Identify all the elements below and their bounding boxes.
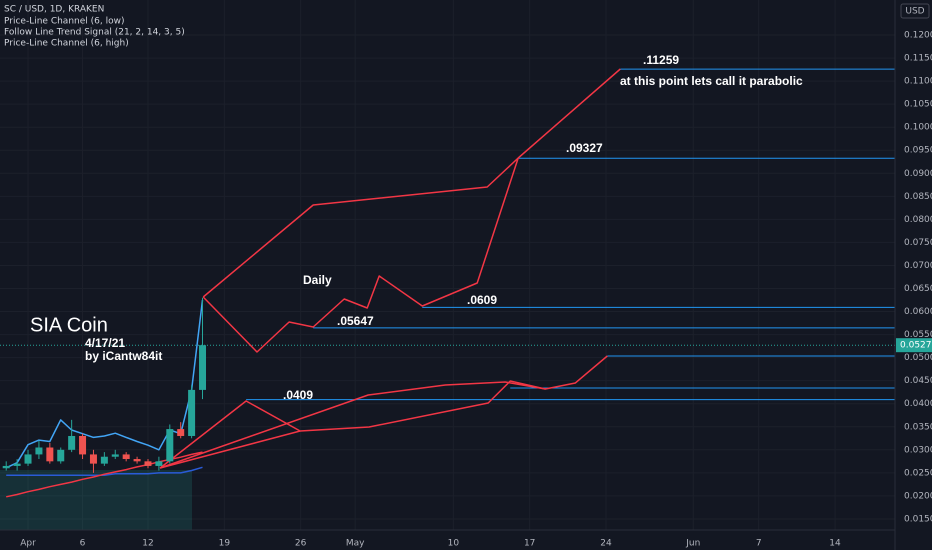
x-tick-label: Apr bbox=[20, 539, 36, 549]
trend-drawing bbox=[159, 430, 301, 469]
trend-drawing bbox=[202, 157, 519, 353]
candle-body bbox=[122, 454, 130, 460]
candle-body bbox=[2, 465, 10, 469]
last-price-label: 0.05270 bbox=[900, 341, 932, 351]
trend-drawing bbox=[202, 68, 621, 298]
y-tick-label: 0.10000 bbox=[904, 123, 932, 133]
annotation: SIA Coin bbox=[30, 314, 108, 336]
candle-body bbox=[133, 459, 141, 462]
x-tick-label: Jun bbox=[685, 539, 700, 549]
candle-body bbox=[111, 454, 119, 457]
y-tick-label: 0.12000 bbox=[904, 31, 932, 41]
candle-body bbox=[89, 454, 97, 464]
y-tick-label: 0.09000 bbox=[904, 169, 932, 179]
candle-body bbox=[177, 429, 185, 436]
y-tick-label: 0.07000 bbox=[904, 261, 932, 271]
candle-body bbox=[46, 447, 54, 462]
y-tick-label: 0.08000 bbox=[904, 215, 932, 225]
level-label: .0609 bbox=[467, 293, 497, 307]
legend-entry: Follow Line Trend Signal (21, 2, 14, 3, … bbox=[4, 28, 185, 38]
candle-body bbox=[79, 435, 87, 455]
y-tick-label: 0.03500 bbox=[904, 422, 932, 432]
annotation: by iCantw84it bbox=[85, 349, 162, 363]
annotation: 4/17/21 bbox=[85, 336, 125, 350]
trend-drawing bbox=[159, 380, 546, 469]
indicator-line bbox=[6, 466, 203, 476]
candle-body bbox=[24, 454, 32, 464]
candle-body bbox=[199, 345, 207, 390]
x-tick-label: 7 bbox=[756, 539, 762, 549]
y-tick-label: 0.09500 bbox=[904, 146, 932, 156]
y-tick-label: 0.06500 bbox=[904, 284, 932, 294]
chart-title: SC / USD, 1D, KRAKEN bbox=[4, 5, 104, 15]
candle-body bbox=[13, 463, 21, 466]
y-tick-label: 0.02500 bbox=[904, 468, 932, 478]
candle-body bbox=[166, 429, 174, 462]
candle-body bbox=[144, 461, 152, 466]
y-tick-label: 0.01500 bbox=[904, 514, 932, 524]
level-label: .0409 bbox=[283, 388, 313, 402]
y-tick-label: 0.07500 bbox=[904, 238, 932, 248]
y-tick-label: 0.02000 bbox=[904, 491, 932, 501]
annotation: at this point lets call it parabolic bbox=[620, 74, 803, 88]
y-tick-label: 0.11500 bbox=[904, 54, 932, 64]
candle-body bbox=[57, 449, 65, 462]
annotation: Daily bbox=[303, 273, 332, 287]
legend-entry: Price-Line Channel (6, high) bbox=[4, 39, 129, 49]
y-tick-label: 0.06000 bbox=[904, 307, 932, 317]
currency-box bbox=[900, 3, 930, 19]
x-tick-label: 17 bbox=[524, 539, 535, 549]
y-tick-label: 0.05500 bbox=[904, 330, 932, 340]
axes: 0.01500 0.02000 0.02500 0.03000 0.03500 0.040… bbox=[20, 31, 932, 549]
x-tick-label: May bbox=[346, 539, 365, 549]
y-tick-label: 0.10500 bbox=[904, 100, 932, 110]
y-tick-label: 0.11000 bbox=[904, 77, 932, 87]
y-tick-label: 0.03000 bbox=[904, 445, 932, 455]
y-tick-label: 0.04000 bbox=[904, 399, 932, 409]
level-label: .05647 bbox=[337, 314, 374, 328]
x-tick-label: 26 bbox=[295, 539, 307, 549]
level-label: .11259 bbox=[643, 53, 679, 67]
channel-fill bbox=[0, 470, 192, 530]
candle-body bbox=[68, 435, 76, 450]
level-label: .09327 bbox=[566, 141, 603, 155]
grid bbox=[0, 0, 895, 530]
currency-label: USD bbox=[905, 7, 924, 17]
y-tick-label: 0.05000 bbox=[904, 353, 932, 363]
x-tick-label: 19 bbox=[219, 539, 231, 549]
y-tick-label: 0.08500 bbox=[904, 192, 932, 202]
x-tick-label: 24 bbox=[600, 539, 612, 549]
x-tick-label: 14 bbox=[829, 539, 841, 549]
plot-area bbox=[0, 68, 895, 498]
x-tick-label: 12 bbox=[142, 539, 153, 549]
y-tick-label: 0.04500 bbox=[904, 376, 932, 386]
legend-entry: Price-Line Channel (6, low) bbox=[4, 17, 124, 27]
candle-body bbox=[35, 447, 43, 455]
candle-body bbox=[155, 461, 163, 466]
trend-drawing bbox=[159, 355, 608, 469]
x-tick-label: 6 bbox=[80, 539, 86, 549]
last-price-tag bbox=[896, 338, 932, 353]
x-tick-label: 10 bbox=[448, 539, 460, 549]
candle-body bbox=[100, 456, 108, 464]
candle-body bbox=[188, 389, 196, 436]
